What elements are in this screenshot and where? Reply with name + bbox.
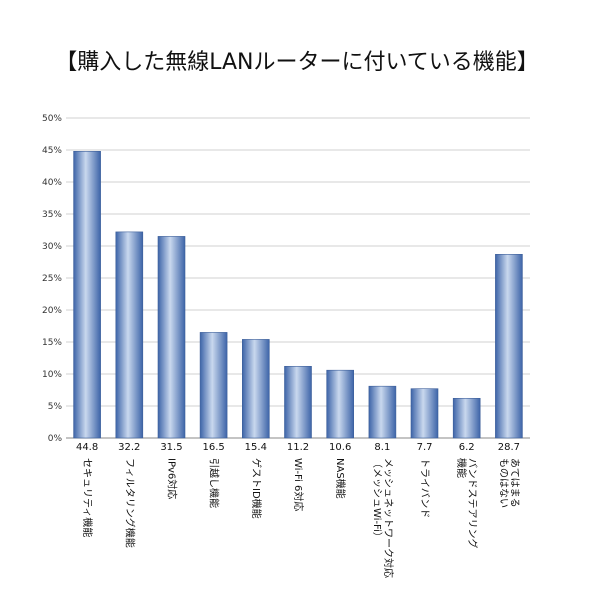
bar bbox=[199, 332, 228, 439]
category-label: メッシュネットワーク対応 bbox=[382, 458, 395, 578]
y-tick-label: 30% bbox=[42, 242, 62, 252]
bar bbox=[452, 397, 481, 439]
category-label: トライバンド bbox=[419, 458, 431, 518]
category-label: バンドステアリング bbox=[466, 458, 479, 549]
y-tick-label: 35% bbox=[42, 210, 62, 220]
bar bbox=[410, 388, 439, 439]
bar bbox=[73, 151, 101, 439]
bar-value-label: 31.5 bbox=[160, 442, 182, 453]
bar-value-label: 10.6 bbox=[329, 442, 351, 453]
bar bbox=[368, 385, 397, 439]
bar bbox=[242, 339, 270, 439]
category-label: 機能 bbox=[455, 458, 468, 478]
category-label: あてはまる bbox=[508, 458, 520, 508]
bar-value-label: 11.2 bbox=[287, 442, 309, 453]
category-label: フィルタリング機能 bbox=[123, 458, 136, 548]
category-label: （メッシュWi-Fi） bbox=[371, 458, 383, 542]
y-tick-label: 50% bbox=[42, 114, 62, 124]
y-tick-label: 20% bbox=[42, 306, 62, 316]
y-tick-label: 15% bbox=[42, 338, 62, 348]
bar-value-label: 32.2 bbox=[118, 442, 140, 453]
y-tick-label: 0% bbox=[48, 434, 63, 444]
bar-value-label: 28.7 bbox=[498, 442, 520, 453]
bar bbox=[284, 365, 312, 439]
y-tick-label: 40% bbox=[42, 178, 62, 188]
bar-value-label: 44.8 bbox=[76, 442, 98, 453]
bar bbox=[157, 236, 186, 439]
bar-value-label: 6.2 bbox=[459, 442, 475, 453]
category-label: セキュリティ機能 bbox=[81, 458, 94, 537]
y-tick-label: 45% bbox=[42, 146, 62, 156]
category-label: ゲストID機能 bbox=[250, 458, 263, 519]
bar bbox=[495, 254, 523, 439]
y-tick-label: 5% bbox=[48, 402, 63, 412]
bar bbox=[326, 369, 355, 439]
category-label: IPv6対応 bbox=[166, 458, 179, 499]
y-tick-label: 10% bbox=[42, 370, 62, 380]
category-label: Wi-Fi 6対応 bbox=[292, 458, 305, 511]
y-tick-label: 25% bbox=[42, 274, 62, 284]
bar-value-label: 15.4 bbox=[245, 442, 267, 453]
bar-value-label: 16.5 bbox=[203, 442, 225, 453]
bar-value-label: 8.1 bbox=[374, 442, 390, 453]
chart-title: 【購入した無線LANルーターに付いている機能】 bbox=[55, 50, 539, 75]
bar-value-label: 7.7 bbox=[417, 442, 433, 453]
bar bbox=[115, 231, 144, 439]
category-label: 引越し機能 bbox=[208, 458, 221, 508]
category-label: ものはない bbox=[497, 458, 509, 508]
category-label: NAS機能 bbox=[334, 458, 347, 499]
